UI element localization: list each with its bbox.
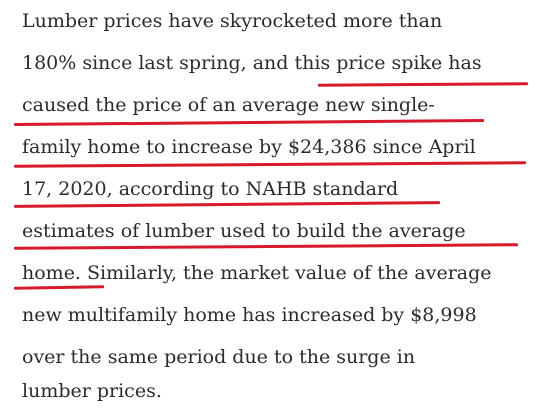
paragraph-line-8: new multifamily home has increased by $8… (22, 304, 477, 326)
paragraph-line-6: estimates of lumber used to build the av… (22, 220, 466, 242)
highlight-underline-3 (13, 161, 527, 168)
paragraph-line-5: 17, 2020, according to NAHB standard (22, 178, 399, 200)
highlight-underline-1 (317, 82, 529, 87)
paragraph-line-2: 180% since last spring, and this price s… (22, 52, 482, 74)
highlight-underline-4 (13, 201, 441, 208)
paragraph-line-3: caused the price of an average new singl… (22, 94, 435, 116)
paragraph-line-10: lumber prices. (22, 380, 162, 402)
paragraph-line-4: family home to increase by $24,386 since… (22, 136, 476, 158)
highlight-underline-6 (13, 285, 105, 290)
highlight-underline-2 (13, 118, 485, 127)
highlight-underline-5 (13, 243, 519, 250)
paragraph-line-9: over the same period due to the surge in (22, 346, 416, 368)
paragraph-line-7: home. Similarly, the market value of the… (22, 262, 492, 284)
paragraph-line-1: Lumber prices have skyrocketed more than (22, 10, 443, 32)
